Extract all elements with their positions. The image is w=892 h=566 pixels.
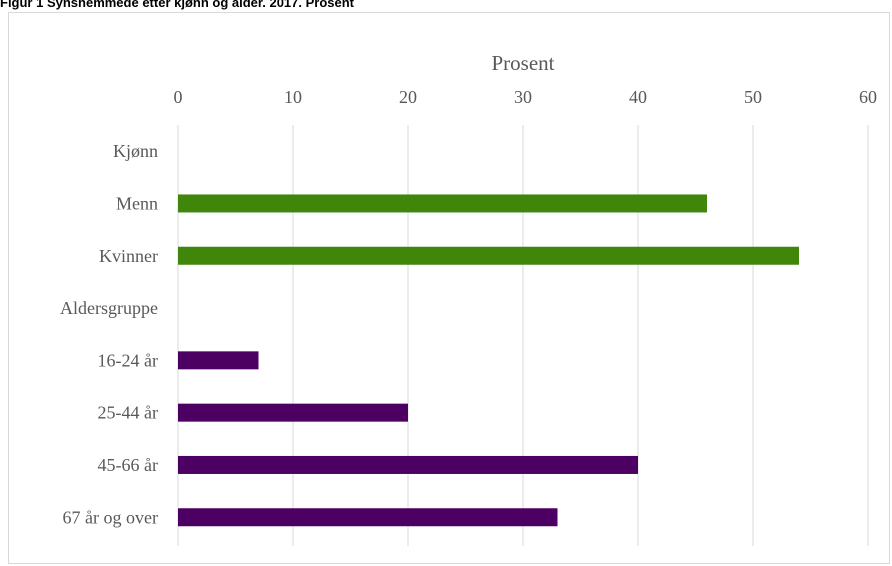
x-axis-title: Prosent — [492, 51, 555, 75]
chart-title: Figur 1 Synshemmede etter kjønn og alder… — [0, 0, 355, 10]
x-tick-label: 60 — [859, 87, 877, 107]
category-label: Aldersgruppe — [60, 298, 158, 318]
x-tick-label: 0 — [174, 87, 183, 107]
category-label: Menn — [116, 193, 158, 213]
bar — [178, 455, 638, 474]
x-tick-label: 40 — [629, 87, 647, 107]
x-tick-label: 30 — [514, 87, 532, 107]
category-label: Kjønn — [113, 141, 158, 161]
category-label: 45-66 år — [98, 455, 158, 475]
chart-frame — [8, 12, 890, 564]
bar — [178, 351, 259, 370]
bar — [178, 246, 799, 265]
x-tick-label: 10 — [284, 87, 302, 107]
category-label: 16-24 år — [98, 350, 158, 370]
x-tick-label: 20 — [399, 87, 417, 107]
category-label: 25-44 år — [98, 403, 158, 423]
bar — [178, 403, 408, 422]
bar — [178, 508, 558, 527]
bar — [178, 194, 707, 213]
x-tick-label: 50 — [744, 87, 762, 107]
category-label: Kvinner — [99, 246, 158, 266]
category-label: 67 år og over — [63, 507, 158, 527]
